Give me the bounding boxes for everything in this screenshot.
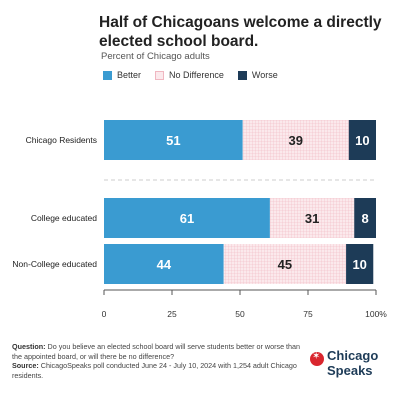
bar-no-difference — [269, 198, 355, 238]
x-tick-label: 100% — [365, 309, 387, 319]
x-tick-label: 75 — [303, 309, 313, 319]
legend-swatch-no-difference — [155, 70, 165, 80]
source-label: Source: — [12, 361, 39, 370]
bar-value-label: 61 — [180, 211, 194, 226]
bar-better — [104, 198, 270, 238]
bar-value-label: 45 — [278, 257, 292, 272]
chart-title: Half of Chicagoans welcome a directly el… — [99, 14, 382, 50]
bar-better — [104, 244, 224, 284]
chicago-speaks-logo: Chicago Speaks — [310, 346, 390, 386]
bar-worse — [354, 198, 376, 238]
bar-worse — [346, 244, 374, 284]
bar-value-label: 51 — [166, 133, 180, 148]
bar-no-difference — [242, 120, 349, 160]
x-tick-label: 0 — [102, 309, 107, 319]
chart-subtitle: Percent of Chicago adults — [101, 51, 210, 62]
bar-value-label: 10 — [355, 133, 369, 148]
category-label: College educated — [31, 213, 97, 223]
question-label: Question: — [12, 342, 46, 351]
source-text: ChicagoSpeaks poll conducted June 24 - J… — [12, 361, 297, 380]
bar-value-label: 31 — [305, 211, 319, 226]
bar-no-difference — [223, 244, 347, 284]
stacked-bar-chart: 51 39 10 Chicago Residents 61 31 8 College educ… — [12, 120, 387, 319]
legend-label-no-difference: No Difference — [169, 70, 224, 80]
legend-swatch-worse — [237, 70, 247, 80]
category-label: Non-College educated — [12, 259, 97, 269]
bar-value-label: 44 — [157, 257, 172, 272]
bar-worse — [348, 120, 376, 160]
logo-text: Chicago Speaks — [327, 348, 378, 378]
question-text: Do you believe an elected school board w… — [12, 342, 301, 361]
bar-better — [104, 120, 243, 160]
bar-value-label: 10 — [352, 257, 366, 272]
bar-value-label: 8 — [362, 211, 369, 226]
legend-swatch-better — [103, 70, 112, 80]
legend-item-worse: Worse — [237, 70, 278, 80]
footer-source: Source: ChicagoSpeaks poll conducted Jun… — [12, 361, 302, 380]
logo-line-1: Chicago — [327, 348, 379, 363]
chart-legend: Better No Difference Worse — [103, 70, 292, 80]
logo-line-2: Speaks — [327, 363, 373, 378]
star-icon — [310, 351, 324, 366]
bar-value-label: 39 — [289, 133, 303, 148]
legend-item-better: Better — [103, 70, 141, 80]
legend-label-better: Better — [117, 70, 142, 80]
x-tick-label: 50 — [235, 309, 245, 319]
chart-footer: Question: Do you believe an elected scho… — [12, 342, 302, 380]
category-label: Chicago Residents — [26, 135, 97, 145]
legend-item-no-difference: No Difference — [155, 70, 224, 80]
legend-label-worse: Worse — [251, 70, 278, 80]
x-tick-label: 25 — [167, 309, 177, 319]
footer-question: Question: Do you believe an elected scho… — [12, 342, 302, 361]
